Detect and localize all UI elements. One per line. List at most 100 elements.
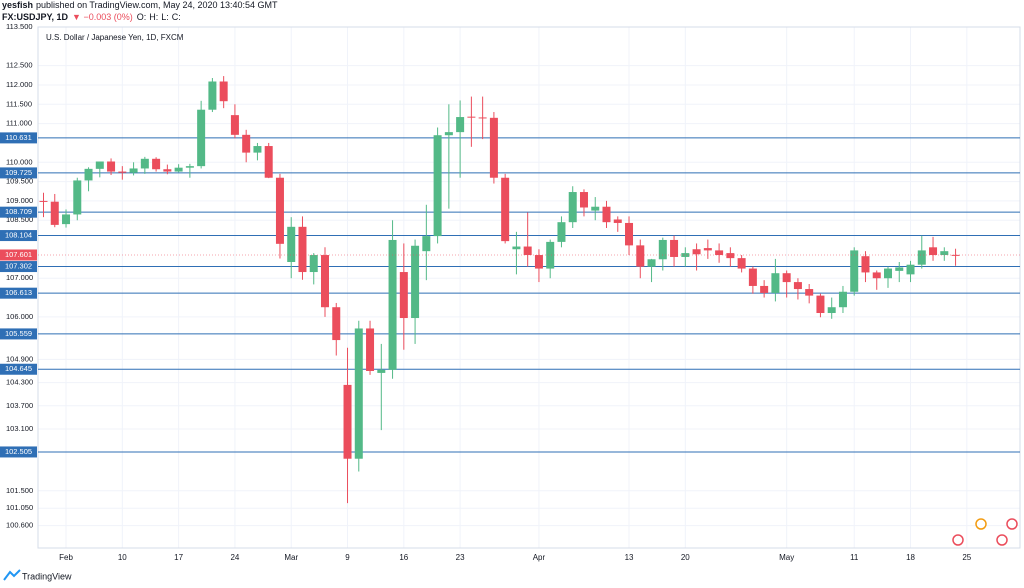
x-tick-label: 20 (681, 553, 690, 562)
candle-body (692, 249, 701, 255)
published: published on TradingView.com, May 24, 20… (36, 0, 278, 10)
level-label: 105.559 (5, 329, 32, 338)
plot-frame (37, 26, 1021, 549)
y-tick-label: 103.100 (6, 424, 33, 433)
candle-body (219, 81, 228, 102)
candle-body (489, 117, 498, 178)
candle-body (568, 192, 577, 223)
candle-body (636, 245, 645, 267)
candle-body (715, 250, 724, 256)
candle-body (658, 239, 667, 260)
candle-body (118, 171, 127, 173)
candle-body (917, 250, 926, 265)
candle-body (501, 177, 510, 242)
y-tick-label: 104.300 (6, 378, 33, 387)
candle-body (242, 134, 251, 153)
candle-body (377, 369, 386, 373)
candle-body (354, 328, 363, 459)
x-tick-label: May (779, 553, 794, 562)
footer-text: TradingView (22, 571, 72, 581)
event-icon (996, 534, 1008, 546)
candle-body (287, 226, 296, 262)
candle-body (152, 158, 161, 170)
level-label: 108.709 (5, 207, 32, 216)
candle-body (422, 236, 431, 252)
candle-body (884, 268, 892, 279)
candle-body (703, 248, 712, 251)
chart-title: U.S. Dollar / Japanese Yen, 1D, FXCM (46, 33, 184, 42)
y-tick-label: 103.700 (6, 401, 33, 410)
candle-body (872, 272, 881, 279)
level-label: 108.104 (5, 231, 32, 240)
level-label: 102.505 (5, 447, 32, 456)
candle-body (332, 307, 341, 341)
x-tick-label: 18 (906, 553, 915, 562)
x-tick-label: Mar (284, 553, 298, 562)
level-label-box (0, 132, 37, 144)
candle-body (737, 258, 746, 269)
last-price-label: 107.601 (5, 250, 32, 259)
ohlc-prefix: L: (161, 12, 169, 22)
x-tick-label: 13 (625, 553, 634, 562)
event-icons (952, 518, 1018, 546)
x-tick-label: 9 (345, 553, 350, 562)
level-label: 110.631 (5, 133, 32, 142)
level-label: 104.645 (5, 364, 32, 373)
level-label-box (0, 287, 37, 299)
x-tick-label: 10 (118, 553, 127, 562)
candle-body (433, 135, 442, 237)
candle-body (467, 116, 476, 118)
x-tick-label: Feb (59, 553, 73, 562)
x-tick-label: 24 (230, 553, 239, 562)
candle-body (951, 254, 960, 256)
candle-body (771, 273, 780, 293)
candle-body (760, 285, 769, 293)
candle-body (478, 117, 487, 119)
candle-body (591, 206, 600, 211)
y-tick-label: 109.500 (6, 177, 33, 186)
level-label-box (0, 363, 37, 375)
y-tick-label: 101.500 (6, 486, 33, 495)
candle-body (264, 146, 273, 178)
candle-body (253, 146, 262, 153)
x-tick-label: 16 (399, 553, 408, 562)
candle-body (805, 289, 814, 296)
y-tick-label: 100.600 (6, 521, 33, 530)
candle-body (411, 245, 420, 319)
candle-body (129, 168, 138, 173)
candle-body (343, 384, 352, 459)
y-tick-label: 109.000 (6, 196, 33, 205)
level-label-box (0, 167, 37, 179)
candle-body (579, 192, 588, 208)
candle-body (647, 259, 656, 267)
last-price-box (0, 249, 37, 261)
x-tick-label: 25 (962, 553, 971, 562)
candle-body (140, 158, 149, 169)
candle-body (523, 246, 532, 256)
candle-body (726, 253, 735, 259)
candle-body (50, 201, 59, 225)
y-tick-label: 111.000 (6, 119, 32, 128)
candle-body (534, 255, 543, 269)
candle-body (84, 168, 93, 181)
candle-body (298, 226, 307, 273)
candle-body (388, 239, 397, 370)
candle-body (309, 255, 318, 273)
candle-body (197, 109, 206, 167)
level-label-box (0, 206, 37, 218)
candle-body (444, 132, 453, 136)
y-tick-label: 104.900 (6, 354, 33, 363)
header-line-2: FX:USDJPY, 1D ▼ −0.003 (0%) O: H: L: C: (2, 12, 181, 22)
symbol: FX:USDJPY, 1D (2, 12, 69, 22)
candle-body (73, 180, 82, 215)
candle-body (557, 222, 566, 242)
candle-body (174, 167, 183, 172)
event-icon (975, 518, 987, 530)
event-icon (1006, 518, 1018, 530)
ohlc-prefix: H: (149, 12, 158, 22)
event-icon (952, 534, 964, 546)
candle-body (838, 291, 847, 308)
